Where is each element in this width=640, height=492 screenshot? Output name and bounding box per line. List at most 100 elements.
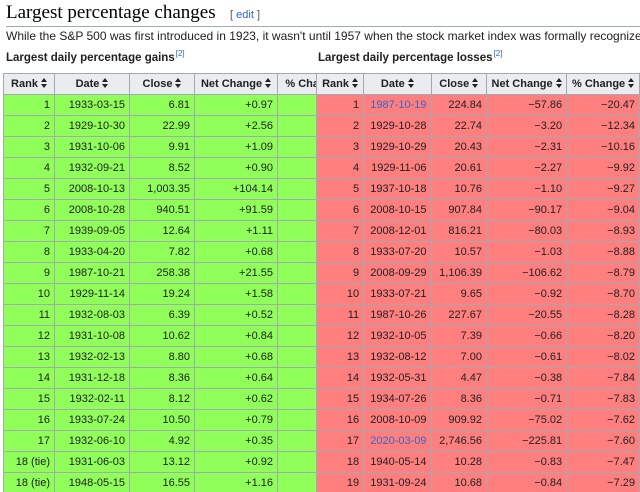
gains-cell-date: 1933-04-20 <box>54 241 130 263</box>
losses-cell-date: 1940-05-14 <box>363 451 432 473</box>
losses-cell-net-change: −0.61 <box>485 346 568 368</box>
sort-arrows-icon[interactable] <box>175 78 182 89</box>
losses-cell-pct-change: −7.29 <box>566 472 640 492</box>
losses-cell-rank: 13 <box>315 346 365 368</box>
gains-cell-close: 8.52 <box>129 157 195 179</box>
sort-arrows-icon[interactable] <box>352 78 359 89</box>
losses-cell-pct-change: −20.47 <box>566 94 640 116</box>
gains-cell-close: 258.38 <box>129 262 195 284</box>
sort-arrows-icon[interactable] <box>472 78 479 89</box>
gains-cell-date: 2008-10-13 <box>54 178 130 200</box>
table-row: 4 1929-11-06 20.61 −2.27 −9.92 <box>315 157 640 179</box>
losses-cell-pct-change: −12.34 <box>566 115 640 137</box>
losses-cell-date: 1929-11-06 <box>363 157 432 179</box>
losses-cell-date: 2008-10-09 <box>363 409 432 431</box>
table-row: 17 2020-03-09 2,746.56 −225.81 −7.60 <box>315 430 640 452</box>
losses-cell-date: 1934-07-26 <box>363 388 432 410</box>
losses-cell-close: 909.92 <box>430 409 487 431</box>
losses-cell-rank: 8 <box>315 241 365 263</box>
sort-arrows-icon[interactable] <box>265 78 272 89</box>
gains-cell-rank: 4 <box>3 157 55 179</box>
losses-cell-pct-change: −7.47 <box>566 451 640 473</box>
gains-cell-date: 1932-06-10 <box>54 430 130 452</box>
losses-cell-net-change: −75.02 <box>485 409 568 431</box>
losses-cell-net-change: −1.03 <box>485 241 568 263</box>
sort-arrows-icon[interactable] <box>40 78 47 89</box>
losses-header-pct-change[interactable]: % Change <box>566 73 640 95</box>
gains-cell-date: 1933-03-15 <box>54 94 130 116</box>
gains-cell-net-change: +0.68 <box>194 241 278 263</box>
losses-header-rank[interactable]: Rank <box>315 73 365 95</box>
losses-cell-rank: 19 <box>315 472 365 492</box>
sort-arrows-icon[interactable] <box>555 78 562 89</box>
losses-reference-link[interactable]: [2] <box>493 49 503 58</box>
losses-cell-pct-change: −7.83 <box>566 388 640 410</box>
sort-arrows-icon[interactable] <box>102 78 109 89</box>
losses-cell-close: 10.68 <box>430 472 487 492</box>
losses-cell-close: 7.39 <box>430 325 487 347</box>
sort-arrows-icon[interactable] <box>407 78 414 89</box>
gains-cell-net-change: +0.64 <box>194 367 278 389</box>
gains-cell-net-change: +0.35 <box>194 430 278 452</box>
gains-header-label: Close <box>142 78 173 90</box>
edit-link[interactable]: edit <box>236 9 254 21</box>
losses-cell-date[interactable]: 2020-03-09 <box>363 430 432 452</box>
losses-cell-rank: 16 <box>315 409 365 431</box>
losses-cell-pct-change: −7.60 <box>566 430 640 452</box>
gains-cell-date: 1932-09-21 <box>54 157 130 179</box>
losses-cell-net-change: −2.31 <box>485 136 568 158</box>
losses-cell-pct-change: −10.16 <box>566 136 640 158</box>
table-row: 18 1940-05-14 10.28 −0.83 −7.47 <box>315 451 640 473</box>
gains-cell-close: 22.99 <box>129 115 195 137</box>
losses-header-close[interactable]: Close <box>430 73 487 95</box>
table-row: 15 1934-07-26 8.36 −0.71 −7.83 <box>315 388 640 410</box>
gains-cell-close: 13.12 <box>129 451 195 473</box>
losses-header-net-change[interactable]: Net Change <box>485 73 568 95</box>
losses-cell-close: 9.65 <box>430 283 487 305</box>
losses-cell-date: 1987-10-26 <box>363 304 432 326</box>
gains-cell-date: 1932-02-13 <box>54 346 130 368</box>
losses-cell-pct-change: −7.62 <box>566 409 640 431</box>
gains-reference-link[interactable]: [2] <box>175 49 185 58</box>
table-row: 16 2008-10-09 909.92 −75.02 −7.62 <box>315 409 640 431</box>
gains-cell-rank: 14 <box>3 367 55 389</box>
losses-cell-date[interactable]: 1987-10-19 <box>363 94 432 116</box>
losses-table-body: 1 1987-10-19 224.84 −57.86 −20.47 2 1929-10-28… <box>315 94 640 492</box>
gains-cell-rank: 13 <box>3 346 55 368</box>
losses-cell-close: 22.74 <box>430 115 487 137</box>
losses-header-row: Rank Date Close Net Change % Change <box>315 73 640 95</box>
gains-header-rank[interactable]: Rank <box>3 73 55 95</box>
gains-cell-date: 1939-09-05 <box>54 220 130 242</box>
losses-cell-date: 2008-12-01 <box>363 220 432 242</box>
gains-cell-rank: 11 <box>3 304 55 326</box>
gains-cell-date: 1931-10-06 <box>54 136 130 158</box>
table-row: 1 1987-10-19 224.84 −57.86 −20.47 <box>315 94 640 116</box>
gains-cell-rank: 16 <box>3 409 55 431</box>
gains-cell-net-change: +0.90 <box>194 157 278 179</box>
gains-cell-net-change: +1.58 <box>194 283 278 305</box>
sort-arrows-icon[interactable] <box>628 78 635 89</box>
gains-cell-date: 1929-10-30 <box>54 115 130 137</box>
gains-cell-close: 12.64 <box>129 220 195 242</box>
gains-header-date[interactable]: Date <box>54 73 130 95</box>
gains-cell-rank: 15 <box>3 388 55 410</box>
section-title: Largest percentage changes <box>6 2 216 23</box>
gains-header-net-change[interactable]: Net Change <box>194 73 278 95</box>
gains-cell-net-change: +0.84 <box>194 325 278 347</box>
gains-header-close[interactable]: Close <box>129 73 195 95</box>
losses-cell-rank: 3 <box>315 136 365 158</box>
gains-cell-rank: 17 <box>3 430 55 452</box>
losses-header-date[interactable]: Date <box>363 73 432 95</box>
losses-cell-net-change: −57.86 <box>485 94 568 116</box>
losses-cell-rank: 1 <box>315 94 365 116</box>
losses-cell-date: 1929-10-29 <box>363 136 432 158</box>
